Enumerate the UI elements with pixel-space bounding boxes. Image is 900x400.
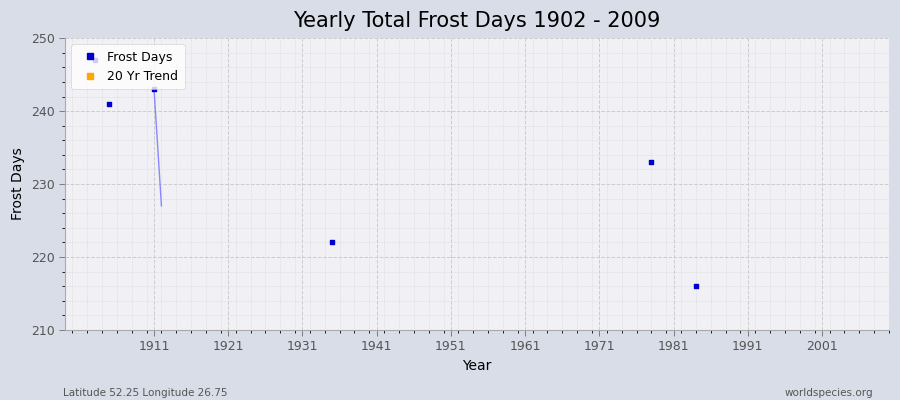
Legend: Frost Days, 20 Yr Trend: Frost Days, 20 Yr Trend xyxy=(71,44,184,89)
Point xyxy=(87,57,102,63)
Point xyxy=(644,159,659,165)
Point xyxy=(147,86,161,92)
Y-axis label: Frost Days: Frost Days xyxy=(11,148,25,220)
Text: Latitude 52.25 Longitude 26.75: Latitude 52.25 Longitude 26.75 xyxy=(63,388,228,398)
Point xyxy=(325,239,339,246)
Title: Yearly Total Frost Days 1902 - 2009: Yearly Total Frost Days 1902 - 2009 xyxy=(293,11,661,31)
Point xyxy=(688,283,703,289)
Point xyxy=(103,101,117,107)
Text: worldspecies.org: worldspecies.org xyxy=(785,388,873,398)
X-axis label: Year: Year xyxy=(463,359,491,373)
